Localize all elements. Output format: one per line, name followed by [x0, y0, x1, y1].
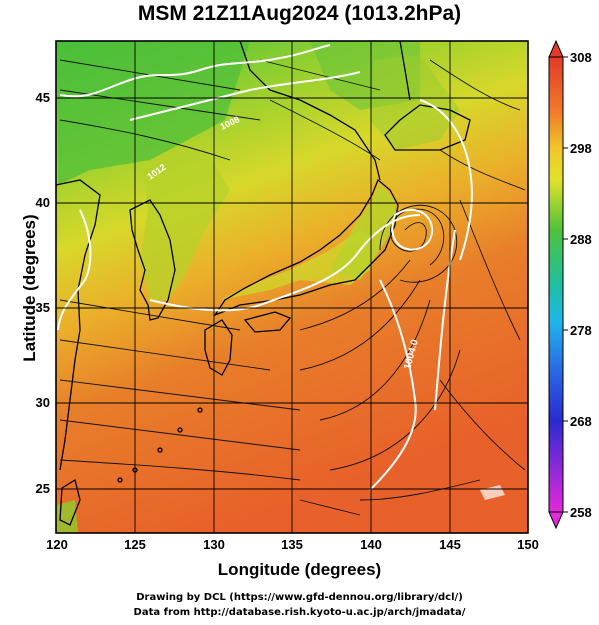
y-tick-label: 45: [36, 90, 50, 105]
colorbar-tick-label: 278: [570, 323, 592, 338]
x-tick-label: 140: [360, 537, 382, 552]
plot-frame: [55, 40, 529, 534]
y-tick-label: 30: [36, 395, 50, 410]
x-axis-ticks: 120 125 130 135 140 145 150: [46, 537, 539, 552]
wind-streamlines: [59, 59, 526, 516]
y-axis-title: Latitude (degrees): [20, 214, 39, 362]
x-axis-title: Longitude (degrees): [217, 560, 382, 579]
x-tick-label: 125: [124, 537, 146, 552]
map-title: MSM 21Z11Aug2024 (1013.2hPa): [137, 2, 462, 25]
y-tick-label: 25: [36, 481, 50, 496]
colorbar-min-arrow: [548, 511, 564, 530]
x-tick-label: 130: [203, 537, 225, 552]
x-tick-label: 145: [439, 537, 461, 552]
colorbar-tick-label: 288: [570, 232, 592, 247]
credit-data-source: Data from http://database.rish.kyoto-u.a…: [133, 607, 466, 618]
x-tick-label: 135: [281, 537, 303, 552]
colorbar-tick-label: 268: [570, 414, 592, 429]
x-tick-label: 150: [517, 537, 539, 552]
grid-lines: [56, 41, 528, 533]
y-tick-label: 35: [36, 300, 50, 315]
isobar-contours: [57, 44, 473, 491]
y-axis-ticks: 25 30 35 40 45: [36, 90, 50, 496]
colorbar: 308 298 288 278 268 258: [548, 39, 592, 530]
credit-drawing: Drawing by DCL (https://www.gfd-dennou.o…: [136, 592, 463, 603]
colorbar-max-arrow: [548, 39, 564, 58]
x-tick-label: 120: [46, 537, 68, 552]
colorbar-tick-label: 258: [570, 505, 592, 520]
y-tick-label: 40: [36, 195, 50, 210]
colorbar-tick-label: 308: [570, 50, 592, 65]
colorbar-tick-label: 298: [570, 141, 592, 156]
